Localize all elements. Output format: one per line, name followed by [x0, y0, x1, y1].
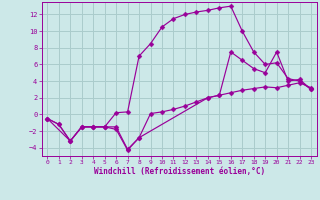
X-axis label: Windchill (Refroidissement éolien,°C): Windchill (Refroidissement éolien,°C) [94, 167, 265, 176]
